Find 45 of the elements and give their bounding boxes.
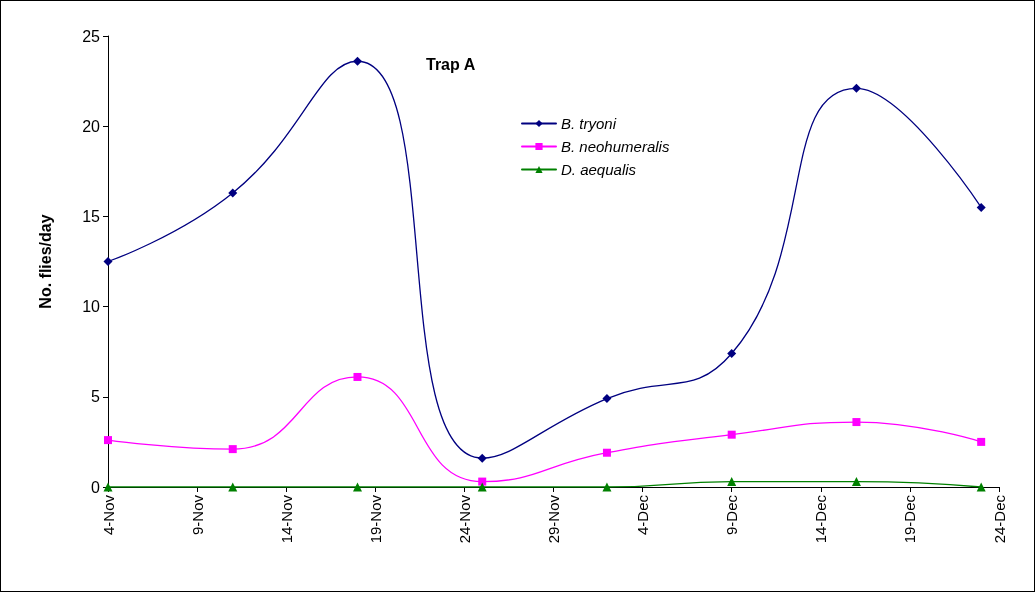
- x-tick-label: 9-Dec: [723, 494, 741, 536]
- x-tick-label: 24-Nov: [455, 494, 473, 544]
- point: [103, 257, 113, 266]
- point: [851, 477, 861, 487]
- point: [352, 482, 362, 492]
- legend-label: D. aequalis: [561, 161, 637, 178]
- y-tick-label: 25: [82, 27, 101, 45]
- point: [976, 202, 986, 212]
- y-tick-label: 10: [82, 298, 101, 316]
- x-tick-label: 19-Dec: [901, 494, 919, 544]
- point: [976, 482, 986, 492]
- x-tick-label: 4-Dec: [634, 494, 652, 536]
- y-tick-label: 20: [82, 117, 101, 135]
- text: Trap A: [426, 55, 476, 73]
- x-tick-label: 14-Dec: [812, 494, 830, 544]
- y-axis-title: No. flies/day: [36, 214, 54, 309]
- point: [977, 437, 986, 446]
- point: [104, 436, 112, 445]
- x-tick-label: 24-Dec: [990, 494, 1008, 544]
- point: [228, 445, 237, 454]
- legend-label: B. tryoni: [561, 115, 617, 132]
- point: [727, 430, 736, 439]
- point: [477, 482, 487, 492]
- point: [228, 482, 238, 492]
- point: [478, 477, 487, 486]
- x-tick-label: 29-Nov: [545, 494, 562, 544]
- point: [727, 477, 737, 487]
- point: [851, 83, 861, 93]
- x-tick-label: 4-Nov: [99, 494, 117, 536]
- y-tick-label: 0: [91, 478, 101, 496]
- point: [602, 394, 612, 404]
- point: [353, 372, 362, 381]
- x-tick-label: 14-Nov: [277, 494, 295, 544]
- point: [352, 56, 362, 66]
- point: [477, 453, 487, 463]
- point: [852, 418, 861, 427]
- y-tick-label: 15: [82, 207, 101, 225]
- x-tick-label: 9-Nov: [188, 494, 206, 536]
- legend-label: B. neohumeralis: [561, 138, 670, 155]
- point: [727, 349, 737, 358]
- y-tick-label: 5: [91, 388, 101, 406]
- point: [602, 482, 612, 492]
- x-tick-label: 19-Nov: [366, 494, 384, 544]
- point: [228, 188, 238, 198]
- point: [602, 448, 611, 457]
